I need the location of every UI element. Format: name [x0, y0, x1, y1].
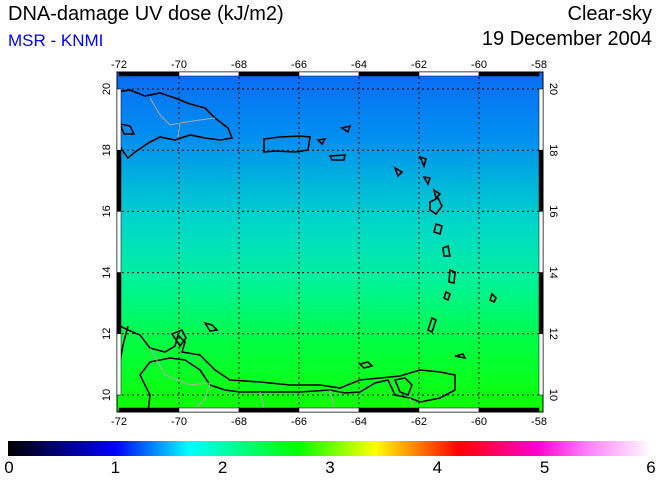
colorbar-label: 1 [110, 458, 121, 477]
map-title: DNA-damage UV dose (kJ/m2) [8, 3, 284, 25]
lon-label: -66 [291, 59, 307, 71]
condition-label: Clear-sky [567, 3, 652, 25]
frame-bar [478, 407, 540, 413]
lon-label: -72 [111, 416, 127, 428]
frame-bar [116, 272, 122, 335]
lat-label: 12 [547, 328, 559, 340]
date-label: 19 December 2004 [481, 28, 652, 50]
frame-bar [538, 88, 544, 151]
lon-label: -62 [411, 59, 427, 71]
lat-label: 14 [547, 266, 559, 278]
lat-labels-right: 20 18 16 14 12 10 [547, 83, 559, 401]
lat-label: 10 [101, 389, 113, 401]
lon-label: -64 [351, 59, 367, 71]
frame-bar [418, 407, 480, 413]
frame-bar [118, 71, 180, 77]
colorbar-label: 0 [4, 458, 14, 477]
frame-bar [238, 71, 300, 77]
uv-dose-map: -72 -70 -68 -66 -64 -62 -60 -58 -72 -70 -68 -66 -64… [101, 59, 559, 428]
lat-label: 16 [101, 205, 113, 217]
frame-bar [538, 211, 544, 273]
lon-label: -60 [471, 59, 487, 71]
lon-label: -68 [231, 416, 247, 428]
source-label: MSR - KNMI [8, 31, 104, 50]
lon-label: -58 [531, 416, 547, 428]
colorbar [8, 441, 652, 456]
frame-bar [538, 333, 544, 396]
lat-label: 18 [547, 144, 559, 156]
lat-labels-left: 20 18 16 14 12 10 [101, 83, 113, 401]
coastlines [116, 89, 497, 413]
frame-bar [298, 407, 360, 413]
frame-bar [178, 407, 240, 413]
frame-bar [116, 149, 122, 212]
lon-label: -62 [411, 416, 427, 428]
uv-field [117, 72, 543, 412]
frame-ticks [116, 71, 544, 413]
lat-label: 20 [547, 83, 559, 95]
colorbar-label: 4 [432, 458, 443, 477]
lat-label: 10 [547, 389, 559, 401]
frame-bar [358, 71, 420, 77]
lat-label: 12 [101, 328, 113, 340]
frame-bar [238, 407, 300, 413]
colorbar-label: 3 [325, 458, 335, 477]
frame-bar [478, 71, 540, 77]
lat-label: 20 [101, 83, 113, 95]
lon-label: -60 [471, 416, 487, 428]
lon-labels-top: -72 -70 -68 -66 -64 -62 -60 -58 [111, 59, 547, 71]
lon-label: -68 [231, 59, 247, 71]
frame-bar [418, 71, 480, 77]
frame-bar [538, 149, 544, 212]
lon-label: -70 [171, 59, 187, 71]
frame-bar [298, 71, 360, 77]
lat-label: 16 [547, 205, 559, 217]
frame-bar [116, 211, 122, 273]
lon-label: -58 [531, 59, 547, 71]
frame-bar [358, 407, 420, 413]
lon-label: -70 [171, 416, 187, 428]
colorbar-label: 5 [539, 458, 550, 477]
lon-label: -66 [291, 416, 307, 428]
colorbar-label: 6 [646, 458, 656, 477]
lat-label: 14 [101, 266, 113, 278]
lon-label: -64 [351, 416, 367, 428]
frame-bar [116, 333, 122, 396]
lon-label: -72 [111, 59, 127, 71]
frame-bar [178, 71, 240, 77]
lon-labels-bottom: -72 -70 -68 -66 -64 -62 -60 -58 [111, 416, 547, 428]
colorbar-label: 2 [217, 458, 228, 477]
frame-bar [118, 407, 180, 413]
frame-bar [538, 272, 544, 335]
frame-bar [116, 88, 122, 151]
lat-label: 18 [101, 144, 113, 156]
